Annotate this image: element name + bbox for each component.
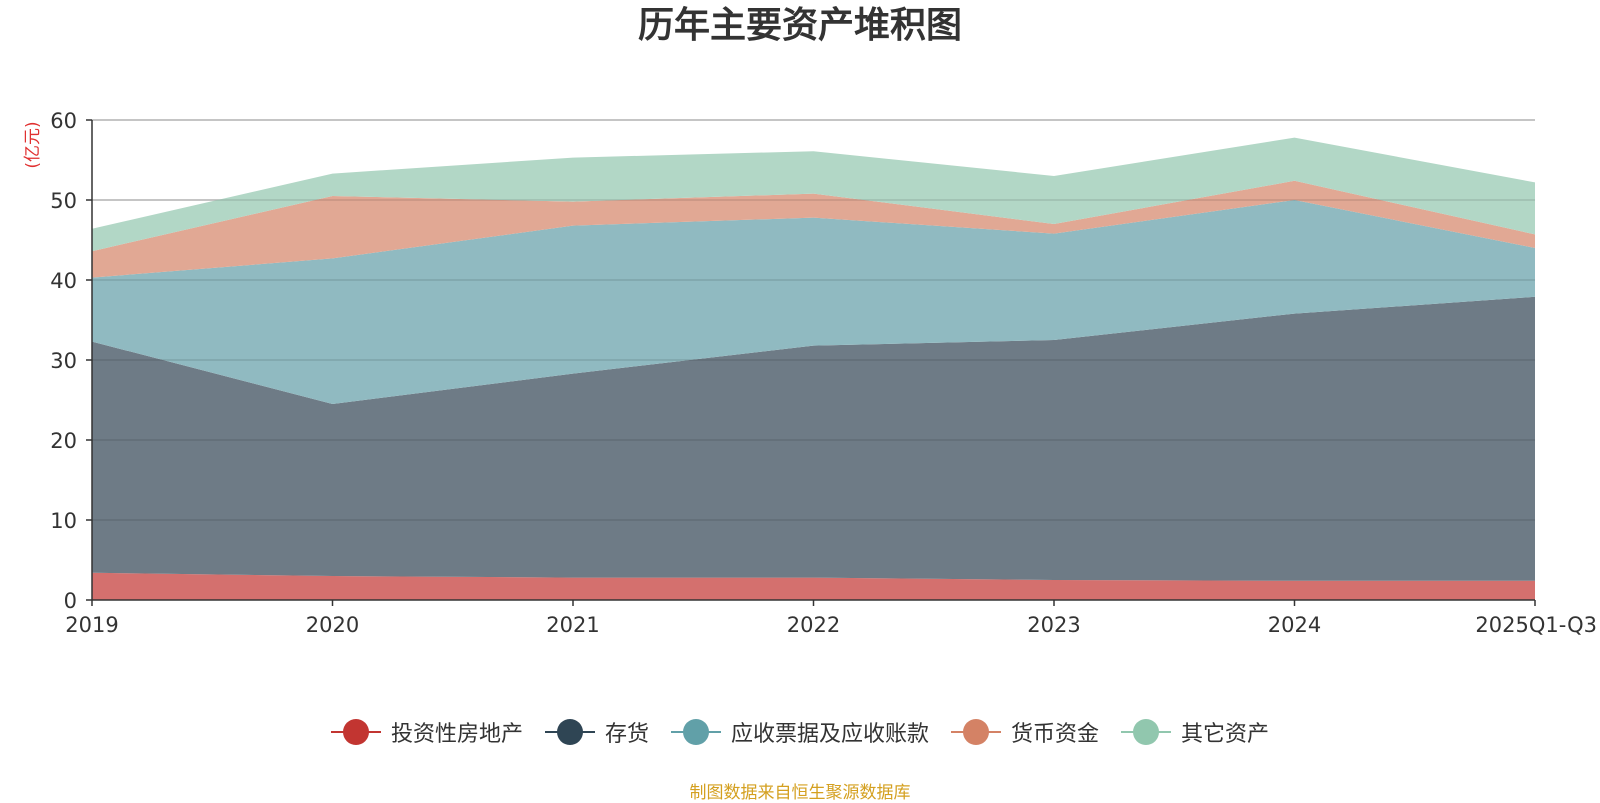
- legend-label: 存货: [604, 722, 649, 747]
- y-axis-unit-label: (亿元): [23, 121, 43, 168]
- area-series-3[interactable]: [92, 180, 1535, 278]
- legend-label: 其它资产: [1181, 722, 1270, 747]
- area-layer: [92, 119, 1535, 600]
- legend-dot: [556, 719, 583, 745]
- legend-marker-icon: [670, 719, 721, 745]
- area-series-1[interactable]: [92, 296, 1535, 581]
- x-tick-label: 2021: [546, 613, 599, 637]
- legend-label: 投资性房地产: [390, 722, 523, 747]
- area-series-4[interactable]: [92, 137, 1535, 252]
- area-series-0[interactable]: [92, 572, 1535, 600]
- legend-item[interactable]: 货币资金: [951, 716, 1099, 748]
- x-tick-label: 2023: [1027, 613, 1080, 637]
- legend-dot: [1133, 719, 1160, 745]
- legend-label: 货币资金: [1011, 722, 1100, 747]
- x-tick-label: 2019: [65, 613, 118, 637]
- y-tick-label: 60: [50, 109, 77, 133]
- source-note: 制图数据来自恒生聚源数据库: [689, 783, 911, 803]
- y-tick-label: 10: [50, 509, 77, 533]
- legend-marker-icon: [330, 719, 381, 745]
- legend-label: 应收票据及应收账款: [730, 722, 929, 747]
- legend-item[interactable]: 存货: [544, 716, 649, 748]
- chart-title: 历年主要资产堆积图: [637, 5, 962, 46]
- y-tick-label: 20: [50, 429, 77, 453]
- y-tick-label: 50: [50, 189, 77, 213]
- legend-marker-icon: [951, 719, 1001, 745]
- legend-dot: [682, 719, 709, 745]
- legend: 投资性房地产 存货 应收票据及应收账款 货币资金 其它资产: [0, 716, 1600, 748]
- y-tick-label: 0: [64, 589, 77, 613]
- x-tick-label: 2024: [1268, 613, 1321, 637]
- axis-layer: 0 10 20 30 40 50 60 2019 2020 2021 2022 2023 2024 202…: [50, 109, 1597, 637]
- x-tick-label: 2025Q1-Q3: [1475, 613, 1597, 637]
- x-tick-label: 2020: [306, 613, 359, 637]
- x-tick-label: 2022: [787, 613, 840, 637]
- y-tick-label: 40: [50, 269, 77, 293]
- legend-marker-icon: [544, 719, 595, 745]
- legend-dot: [342, 719, 369, 745]
- legend-dot: [963, 719, 989, 745]
- legend-item[interactable]: 投资性房地产: [330, 716, 523, 748]
- legend-item[interactable]: 应收票据及应收账款: [670, 716, 929, 748]
- area-series-2[interactable]: [92, 200, 1535, 404]
- legend-item[interactable]: 其它资产: [1121, 716, 1269, 748]
- y-tick-label: 30: [50, 349, 77, 373]
- legend-marker-icon: [1121, 719, 1172, 745]
